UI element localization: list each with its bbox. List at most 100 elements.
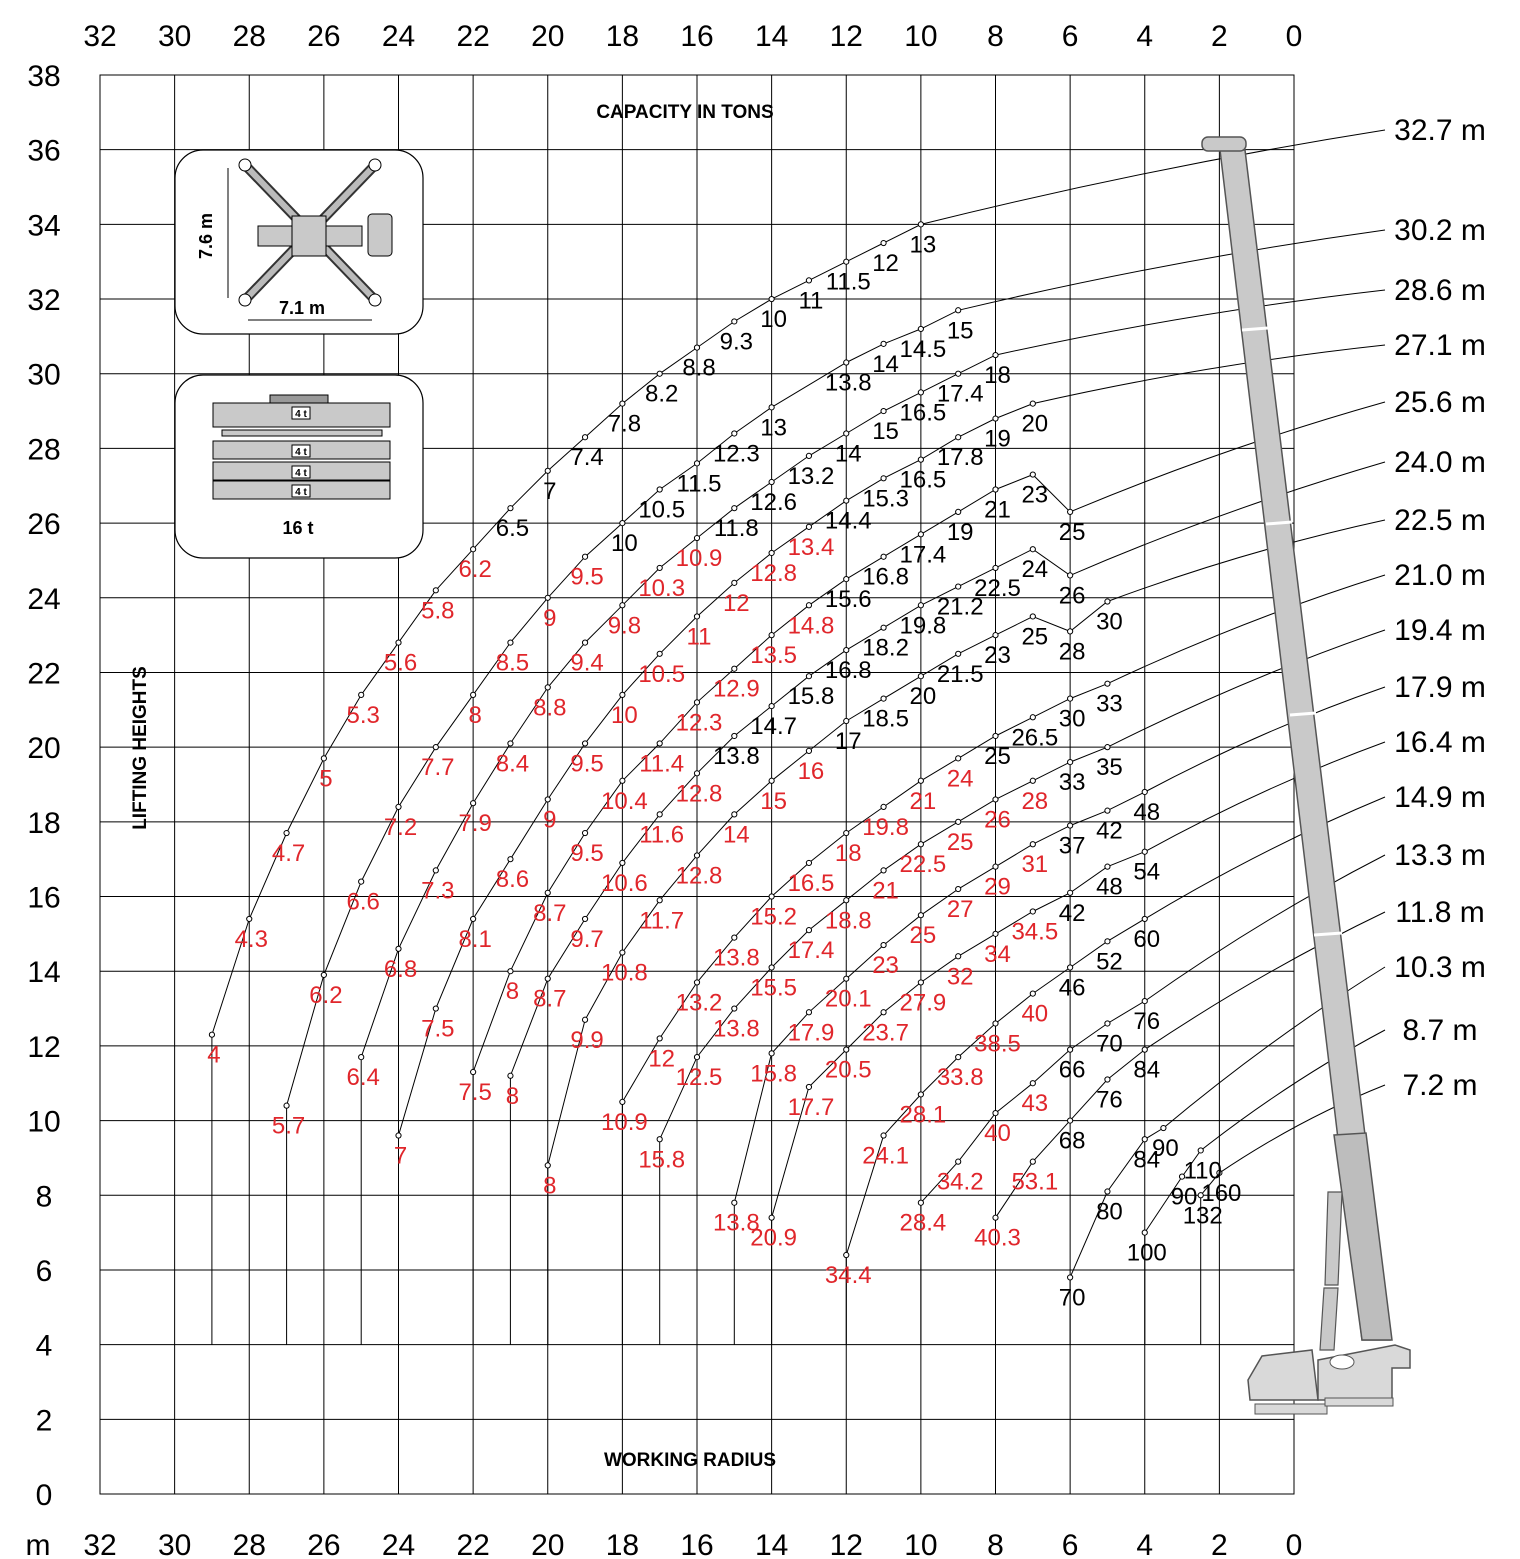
x-axis-title: WORKING RADIUS — [604, 1450, 776, 1471]
capacity-label: 28 — [1021, 788, 1048, 815]
capacity-label: 84 — [1133, 1057, 1160, 1084]
capacity-point — [470, 546, 477, 553]
y-axis-title: LIFTING HEIGHTS — [130, 666, 151, 830]
capacity-label: 90 — [1152, 1135, 1179, 1162]
capacity-point — [1104, 598, 1111, 605]
capacity-label: 9.5 — [570, 750, 603, 777]
capacity-point — [656, 1136, 663, 1143]
capacity-label: 27.9 — [900, 989, 947, 1016]
capacity-point — [1141, 848, 1148, 855]
boom-length-label: 17.9 m — [1394, 671, 1486, 704]
capacity-point — [1067, 508, 1074, 516]
y-tick-label: 30 — [27, 359, 60, 392]
capacity-point — [1141, 1229, 1148, 1236]
capacity-label: 21.2 — [937, 594, 984, 621]
capacity-label: 7.2 — [384, 814, 417, 841]
capacity-point — [1029, 990, 1036, 997]
boom-length-label: 25.6 m — [1394, 386, 1486, 419]
x-tick-label: 8 — [987, 20, 1004, 53]
x-tick-label: 10 — [904, 1529, 937, 1559]
capacity-point — [432, 587, 439, 594]
counterweight-tag — [291, 406, 311, 420]
capacity-point — [880, 941, 887, 949]
capacity-label: 5.8 — [421, 597, 454, 624]
x-tick-label: 30 — [158, 20, 191, 53]
capacity-label: 15.8 — [750, 1060, 797, 1087]
capacity-label: 48 — [1133, 799, 1160, 826]
capacity-label: 12.6 — [750, 489, 797, 516]
capacity-point — [1141, 788, 1148, 796]
y-tick-label: 14 — [27, 956, 60, 989]
boom-section-joint — [1265, 520, 1293, 526]
capacity-label: 34.4 — [825, 1262, 872, 1289]
capacity-label: 14.4 — [825, 508, 872, 535]
boom-base-section — [1333, 1132, 1393, 1341]
capacity-label: 12.3 — [713, 440, 760, 467]
capacity-label: 8.7 — [533, 900, 566, 927]
capacity-label: 5.6 — [384, 650, 417, 677]
outrigger-pad — [238, 293, 252, 307]
capacity-point — [768, 1050, 775, 1057]
outrigger-footprint-box: 7.6 m 7.1 m — [174, 149, 424, 335]
capacity-point — [805, 859, 813, 867]
capacity-label: 9.7 — [570, 926, 603, 953]
x-tick-label: 12 — [830, 20, 863, 53]
capacity-label: 14 — [723, 821, 750, 848]
capacity-label: 21.5 — [937, 661, 984, 688]
capacity-label: 26 — [1059, 582, 1086, 609]
capacity-point — [1160, 1124, 1167, 1132]
capacity-point — [917, 1199, 924, 1206]
capacity-label: 16.5 — [900, 467, 947, 494]
x-tick-label: 28 — [233, 1529, 266, 1559]
capacity-point — [1067, 572, 1074, 579]
capacity-label: 12 — [872, 250, 899, 277]
capacity-point — [432, 1005, 439, 1012]
capacity-label: 11 — [687, 623, 712, 650]
capacity-point — [843, 646, 850, 654]
capacity-point — [1104, 807, 1111, 814]
capacity-point — [1104, 1188, 1111, 1195]
boom-arc — [509, 461, 1386, 1345]
x-tick-label: 26 — [307, 20, 340, 53]
capacity-point — [843, 430, 850, 437]
capacity-label: 11.5 — [826, 269, 871, 296]
capacity-point — [880, 695, 887, 702]
x-tick-label: 0 — [1286, 1529, 1303, 1559]
capacity-label: 8.8 — [533, 694, 566, 721]
capacity-label: 22.5 — [974, 575, 1021, 602]
capacity-point — [1104, 938, 1111, 945]
capacity-label: 19 — [947, 519, 974, 546]
capacity-label: 18 — [835, 840, 862, 867]
boom-length-label: 14.9 m — [1394, 781, 1486, 814]
capacity-point — [1029, 400, 1036, 407]
capacity-point — [1067, 1274, 1074, 1281]
x-axis-top-ticks: 32 30 28 26 24 22 20 18 16 14 12 10 8 6 4 2 0 — [83, 20, 1302, 53]
chart-title: CAPACITY IN TONS — [596, 102, 773, 123]
capacity-point — [1178, 1173, 1186, 1180]
boom-length-label: 11.8 m — [1395, 896, 1485, 929]
boom-arc — [733, 686, 1386, 1345]
x-tick-label: 12 — [830, 1529, 863, 1559]
capacity-point — [805, 523, 813, 530]
capacity-point — [693, 613, 701, 620]
capacity-label: 10.4 — [601, 788, 648, 815]
capacity-label: 23 — [1021, 482, 1048, 509]
capacity-point — [768, 295, 775, 303]
capacity-point — [507, 1072, 514, 1079]
capacity-label: 13.2 — [676, 989, 723, 1016]
capacity-point — [955, 953, 962, 960]
x-tick-label: 10 — [904, 20, 937, 53]
capacity-label: 25 — [984, 743, 1011, 770]
boom-length-label: 24.0 m — [1394, 446, 1486, 479]
capacity-point — [805, 747, 813, 754]
capacity-label: 12.5 — [676, 1064, 723, 1091]
capacity-label: 8.1 — [458, 926, 491, 953]
counterweight-plate — [221, 429, 383, 437]
capacity-point — [619, 400, 626, 407]
capacity-label: 13.8 — [713, 743, 760, 770]
capacity-label: 84 — [1133, 1146, 1160, 1173]
counterweight-box: 4 t 4 t 4 t 4 t 16 t — [174, 374, 424, 559]
capacity-point — [544, 889, 551, 896]
capacity-point — [880, 407, 887, 415]
capacity-label: 11.5 — [677, 470, 722, 497]
